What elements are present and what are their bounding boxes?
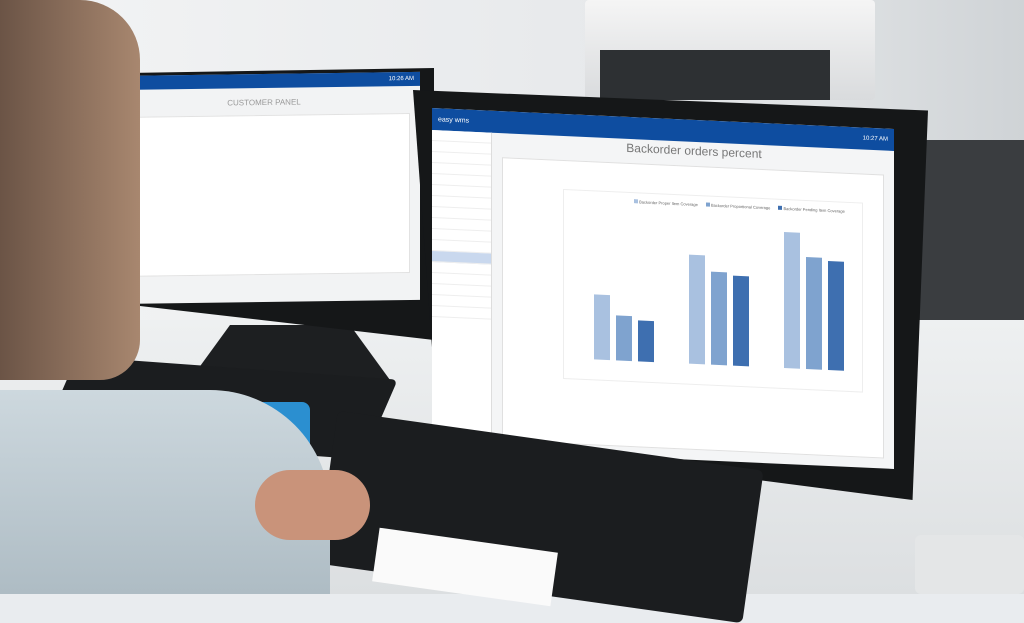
- bar-chart: Backorder Proper Item Coverage Backorder…: [563, 188, 863, 393]
- bar: [594, 293, 610, 361]
- page-title: CUSTOMER PANEL: [227, 97, 301, 108]
- customer-panel-table: [118, 112, 410, 278]
- bar: [638, 320, 654, 363]
- brand-logo: easy wms: [438, 115, 470, 125]
- legend-entry: Backorder Proper Item Coverage: [634, 199, 698, 207]
- clock: 10:26 AM: [388, 75, 414, 83]
- right-monitor-screen: easy wms 10:27 AM Backorder orders perce…: [432, 108, 894, 469]
- left-monitor-screen: 10:26 AM CUSTOMER PANEL: [108, 71, 420, 305]
- printer-tray: [600, 50, 830, 100]
- chart-legend: Backorder Proper Item Coverage Backorder…: [634, 199, 845, 214]
- person-head: [0, 0, 140, 380]
- sidebar: [432, 130, 492, 451]
- top-bar: 10:26 AM: [108, 71, 420, 91]
- bar: [784, 231, 800, 369]
- bar: [806, 257, 822, 370]
- bar: [689, 254, 705, 365]
- bar: [711, 271, 727, 366]
- chart-panel: Backorder Proper Item Coverage Backorder…: [502, 157, 884, 459]
- calculator: [915, 535, 1024, 594]
- bar: [616, 315, 632, 362]
- bar: [733, 275, 749, 367]
- bar: [828, 260, 844, 371]
- sidebar-item[interactable]: [432, 306, 491, 320]
- legend-entry: Backorder Proportional Coverage: [705, 202, 770, 210]
- legend-entry: Backorder Pending Item Coverage: [778, 205, 845, 214]
- person-hand: [255, 470, 370, 540]
- clock: 10:27 AM: [862, 135, 888, 143]
